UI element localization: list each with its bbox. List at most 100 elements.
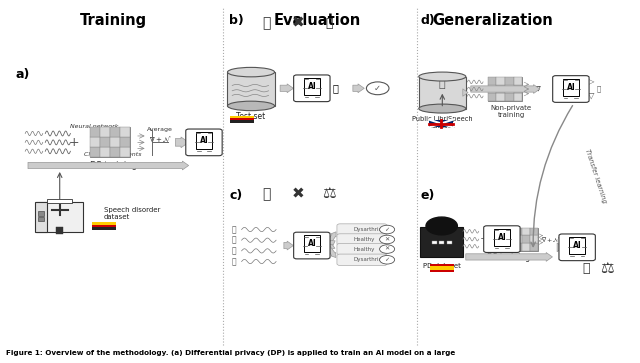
- Bar: [513, 243, 522, 251]
- Text: Evaluation: Evaluation: [273, 12, 360, 28]
- Text: ✖: ✖: [292, 16, 305, 31]
- Text: Public LibriSpeech
dataset: Public LibriSpeech dataset: [412, 117, 472, 129]
- Text: ✓: ✓: [374, 84, 381, 93]
- Text: b): b): [229, 14, 244, 27]
- Ellipse shape: [419, 104, 466, 113]
- Bar: [110, 147, 120, 158]
- Ellipse shape: [227, 101, 275, 111]
- Bar: [120, 137, 131, 147]
- Bar: [429, 119, 453, 127]
- Bar: [514, 77, 522, 85]
- Bar: [90, 137, 100, 147]
- Text: AI: AI: [573, 241, 582, 250]
- Bar: [230, 116, 253, 118]
- Bar: [90, 147, 100, 158]
- Bar: [38, 211, 44, 216]
- Text: 👤: 👤: [597, 85, 601, 91]
- Bar: [420, 227, 463, 257]
- Text: AI: AI: [307, 82, 316, 91]
- Text: Healthy: Healthy: [354, 237, 375, 242]
- Bar: [522, 243, 530, 251]
- Bar: [505, 85, 514, 93]
- Bar: [120, 127, 131, 137]
- Bar: [430, 264, 454, 266]
- Text: Transfer learning: Transfer learning: [584, 148, 607, 204]
- Circle shape: [367, 82, 389, 95]
- Bar: [447, 241, 452, 244]
- Text: 👤: 👤: [232, 236, 236, 245]
- Circle shape: [380, 225, 395, 234]
- Circle shape: [426, 217, 458, 235]
- Bar: [505, 93, 514, 101]
- Text: PD dataset: PD dataset: [423, 262, 461, 269]
- Text: AI: AI: [200, 136, 209, 145]
- Bar: [430, 266, 454, 270]
- Circle shape: [380, 245, 395, 253]
- FancyBboxPatch shape: [337, 234, 387, 245]
- Text: Healthy: Healthy: [354, 246, 375, 252]
- Bar: [92, 223, 116, 225]
- Text: Training: Training: [79, 12, 147, 28]
- Text: Figure 1: Overview of the methodology. (a) Differential privacy (DP) is applied : Figure 1: Overview of the methodology. (…: [6, 350, 456, 356]
- Text: AI: AI: [307, 239, 316, 248]
- Text: 🛡: 🛡: [262, 187, 271, 201]
- Text: ✓: ✓: [385, 227, 390, 232]
- Text: Test set: Test set: [236, 112, 266, 121]
- Bar: [488, 93, 497, 101]
- Bar: [92, 225, 116, 227]
- Bar: [38, 217, 44, 221]
- Text: Non-private
training: Non-private training: [491, 105, 532, 118]
- Bar: [488, 77, 522, 101]
- Text: 📈: 📈: [326, 17, 333, 30]
- Bar: [513, 235, 522, 243]
- Bar: [497, 93, 505, 101]
- Bar: [530, 235, 538, 243]
- Bar: [439, 241, 444, 244]
- Text: $\nabla$: $\nabla$: [535, 85, 541, 93]
- Text: Clipping gradients: Clipping gradients: [84, 152, 142, 157]
- Text: 🔍: 🔍: [333, 83, 339, 93]
- Bar: [35, 202, 47, 232]
- Bar: [419, 77, 466, 109]
- Bar: [530, 228, 538, 235]
- Text: ▷: ▷: [588, 77, 594, 86]
- FancyBboxPatch shape: [337, 224, 387, 235]
- Bar: [514, 85, 522, 93]
- Ellipse shape: [419, 72, 466, 81]
- Bar: [227, 72, 275, 106]
- Bar: [100, 147, 110, 158]
- Text: DP training: DP training: [486, 253, 530, 262]
- Text: AI: AI: [566, 83, 575, 92]
- Bar: [514, 93, 522, 101]
- Text: 📚: 📚: [439, 79, 445, 89]
- FancyBboxPatch shape: [559, 234, 595, 261]
- FancyBboxPatch shape: [337, 244, 387, 255]
- Text: ✕: ✕: [385, 246, 390, 252]
- Bar: [110, 127, 120, 137]
- Text: AI: AI: [497, 233, 506, 242]
- Bar: [100, 137, 110, 147]
- Bar: [505, 77, 514, 85]
- FancyBboxPatch shape: [294, 75, 330, 102]
- Text: ✕: ✕: [385, 237, 390, 242]
- Text: DP training: DP training: [90, 161, 136, 170]
- Text: Generalization: Generalization: [432, 12, 553, 28]
- Bar: [90, 127, 100, 137]
- Text: c): c): [229, 189, 243, 201]
- Text: ▽: ▽: [588, 91, 594, 100]
- Text: Dysarthria: Dysarthria: [354, 257, 383, 262]
- FancyBboxPatch shape: [294, 232, 330, 259]
- Bar: [56, 227, 63, 234]
- Text: Average: Average: [147, 127, 173, 132]
- Text: +: +: [479, 234, 489, 244]
- Bar: [100, 127, 110, 137]
- Bar: [497, 77, 505, 85]
- Bar: [92, 227, 116, 229]
- Bar: [530, 243, 538, 251]
- Text: 👤: 👤: [232, 246, 236, 255]
- Bar: [230, 118, 253, 121]
- Text: a): a): [16, 68, 30, 81]
- Bar: [431, 241, 436, 244]
- FancyBboxPatch shape: [484, 226, 520, 253]
- Text: ⚖: ⚖: [600, 261, 614, 276]
